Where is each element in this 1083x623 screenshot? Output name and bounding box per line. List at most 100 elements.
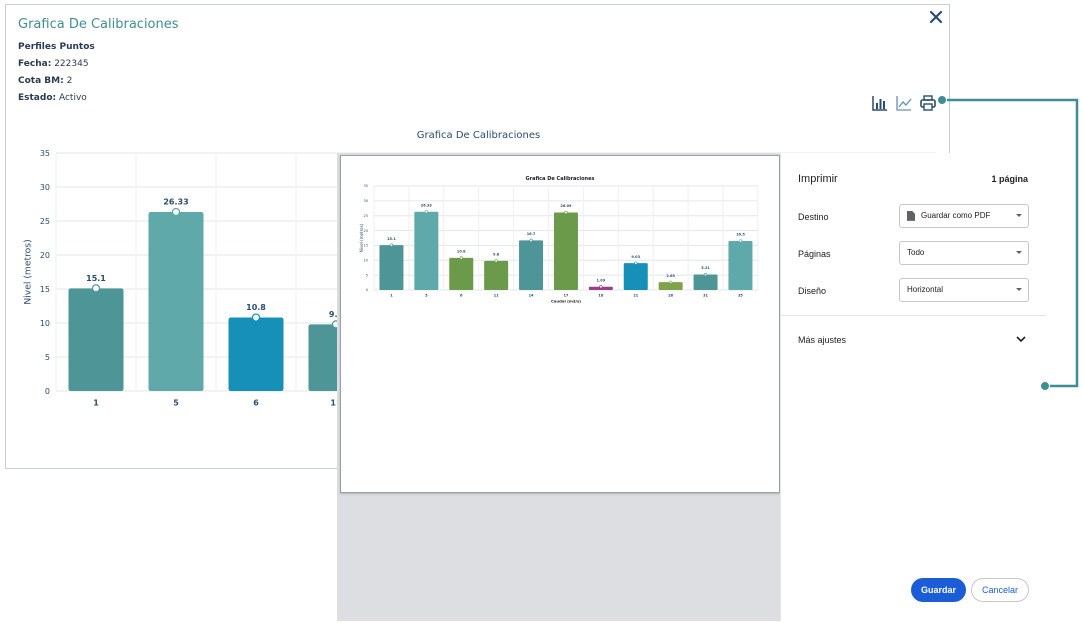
destino-value: Guardar como PDF — [921, 211, 991, 220]
data-label: 10.8 — [246, 303, 266, 312]
data-label: 16.7 — [527, 232, 536, 236]
data-point — [669, 280, 673, 284]
destino-select[interactable]: Guardar como PDF — [899, 204, 1029, 228]
x-tick-label: 35 — [738, 293, 743, 297]
data-label: 9.8 — [493, 253, 500, 257]
estado-label: Estado: — [18, 93, 57, 103]
y-tick-label: 20 — [364, 229, 368, 233]
y-tick-label: 30 — [40, 183, 50, 192]
fecha-row: Fecha: 222345 — [18, 59, 89, 69]
chart-toolbar — [871, 94, 937, 112]
preview-chart-title: Grafica De Calibraciones — [526, 176, 595, 182]
x-tick-label: 11 — [494, 293, 499, 297]
x-tick-label: 6 — [460, 293, 463, 297]
x-tick-label: 21 — [633, 293, 638, 297]
y-tick-label: 20 — [40, 251, 50, 260]
data-point — [251, 313, 261, 322]
data-label: 5.21 — [701, 266, 710, 270]
y-tick-label: 35 — [40, 149, 50, 158]
y-tick-label: 35 — [364, 184, 368, 188]
dropdown-caret-icon — [1016, 251, 1022, 254]
diseno-value: Horizontal — [907, 285, 944, 294]
data-point — [424, 210, 428, 214]
x-tick-label: 5 — [173, 398, 179, 407]
data-label: 10.8 — [457, 250, 466, 254]
x-tick-label: 18 — [598, 293, 603, 297]
profile-name: Perfiles Puntos — [18, 42, 95, 52]
cota-label: Cota BM: — [18, 76, 64, 86]
bar-28 — [658, 282, 683, 290]
paginas-label: Páginas — [798, 249, 831, 259]
print-title: Imprimir — [798, 173, 838, 185]
bar-14 — [519, 240, 544, 290]
destino-label: Destino — [798, 212, 829, 222]
bar-21 — [623, 263, 648, 290]
paginas-select[interactable]: Todo — [899, 241, 1029, 265]
data-label: 2.63 — [666, 274, 675, 278]
bar-35 — [728, 240, 753, 290]
bar-31 — [693, 274, 718, 290]
y-tick-label: 0 — [366, 288, 368, 292]
document-icon — [907, 210, 915, 221]
cota-row: Cota BM: 2 — [18, 76, 72, 86]
y-axis-label: Nivel (metros) — [359, 223, 364, 252]
data-point — [91, 284, 101, 293]
bar-18 — [588, 286, 613, 290]
print-preview-page: Grafica De Calibraciones 0 5 10 15 20 25 30 35 15… — [340, 155, 780, 493]
fecha-value: 222345 — [54, 59, 89, 69]
save-button[interactable]: Guardar — [911, 578, 966, 602]
data-point — [171, 207, 181, 217]
page-count: 1 página — [991, 174, 1028, 184]
data-point — [494, 259, 498, 263]
y-tick-label: 15 — [364, 244, 368, 248]
estado-value: Activo — [58, 93, 87, 103]
estado-row: Estado: Activo — [18, 93, 87, 103]
chevron-down-icon[interactable] — [1015, 334, 1027, 344]
cota-value: 2 — [66, 76, 73, 86]
data-point — [599, 285, 603, 289]
data-label: 26.33 — [163, 197, 188, 206]
y-tick-label: 10 — [364, 259, 368, 263]
y-tick-label: 25 — [364, 214, 368, 218]
divider — [781, 315, 1046, 316]
bar-1 — [68, 288, 124, 391]
dropdown-caret-icon — [1016, 214, 1022, 217]
print-icon[interactable] — [919, 94, 937, 112]
data-point — [389, 243, 394, 247]
y-tick-label: 25 — [40, 217, 50, 226]
x-tick-label: 31 — [703, 293, 708, 297]
cancel-button[interactable]: Cancelar — [971, 578, 1029, 602]
dropdown-caret-icon — [1016, 288, 1022, 291]
line-chart-icon[interactable] — [895, 94, 913, 112]
modal-title: Grafica De Calibraciones — [18, 17, 179, 32]
data-point — [738, 239, 743, 243]
data-label: 1.09 — [597, 278, 606, 282]
bar-chart-icon[interactable] — [871, 94, 889, 112]
bar-1 — [379, 245, 404, 290]
x-tick-label: 14 — [529, 293, 534, 297]
data-label: 9.8 — [329, 310, 344, 319]
y-tick-label: 10 — [40, 319, 50, 328]
x-tick-label: 17 — [564, 293, 569, 297]
diseno-label: Diseño — [798, 286, 827, 296]
x-axis-label: Caudal (m3/s) — [551, 299, 581, 304]
close-icon[interactable] — [927, 8, 945, 26]
diseno-select[interactable]: Horizontal — [899, 278, 1029, 302]
bar-6 — [228, 317, 284, 391]
data-label: 26.33 — [421, 203, 433, 207]
bar-6 — [449, 257, 474, 290]
bar-5 — [148, 211, 204, 391]
data-label: 9.03 — [631, 255, 640, 259]
callout-connector — [937, 95, 1079, 391]
data-label: 15.1 — [387, 237, 396, 241]
more-settings-toggle[interactable]: Más ajustes — [798, 335, 847, 345]
x-tick-label: 6 — [253, 398, 259, 407]
bar-11 — [484, 260, 509, 290]
print-settings-panel: Imprimir 1 página Destino Guardar como P… — [780, 153, 1046, 621]
data-label: 16.5 — [736, 233, 745, 237]
paginas-value: Todo — [907, 248, 925, 257]
bar-5 — [414, 211, 439, 290]
preview-bar-chart: Grafica De Calibraciones0510152025303515… — [359, 176, 759, 304]
data-point — [459, 256, 463, 260]
x-tick-label: 1 — [390, 293, 393, 297]
